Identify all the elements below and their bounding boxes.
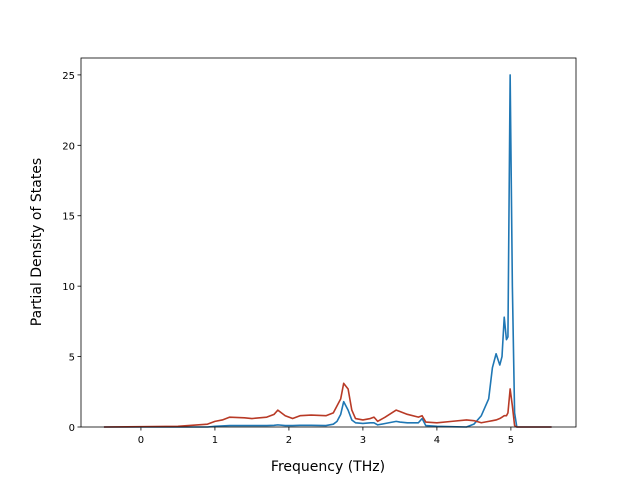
y-tick-label: 5 (69, 353, 75, 364)
y-tick-label: 10 (62, 282, 75, 293)
y-axis-label: Partial Density of States (29, 158, 45, 326)
plot-frame (80, 57, 577, 428)
x-tick-label: 4 (434, 435, 440, 446)
y-tick-label: 15 (62, 212, 75, 223)
series-line (103, 74, 552, 428)
y-tick-label: 20 (62, 141, 75, 152)
x-tick-label: 2 (286, 435, 292, 446)
x-axis-label: Frequency (THz) (271, 459, 385, 475)
x-tick-label: 3 (360, 435, 366, 446)
x-tick-label: 1 (212, 435, 218, 446)
x-tick-label: 0 (138, 435, 144, 446)
x-tick-label: 5 (508, 435, 514, 446)
series-line (103, 382, 552, 428)
y-tick-label: 0 (69, 423, 75, 434)
y-tick-label: 25 (62, 71, 75, 82)
